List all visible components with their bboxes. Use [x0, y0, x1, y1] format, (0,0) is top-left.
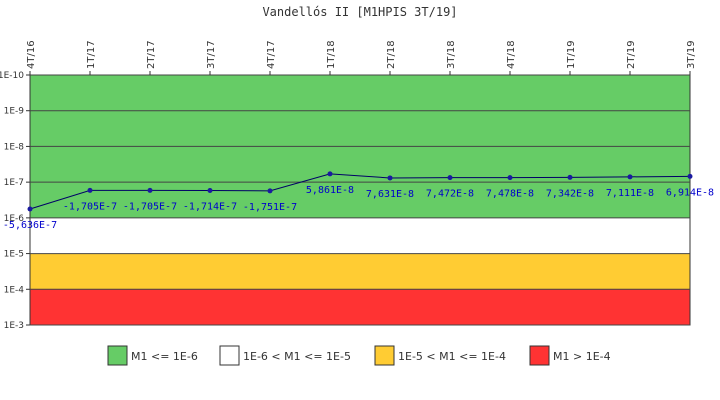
x-tick-label-7: 3T/18 [446, 40, 457, 69]
y-tick-label-3: 1E-7 [4, 178, 24, 188]
data-label-2: -1,705E-7 [123, 201, 177, 212]
data-point-6 [387, 175, 393, 181]
grid-lines [30, 74, 690, 326]
x-tick-label-2: 2T/17 [146, 40, 157, 69]
data-label-4: -1,751E-7 [243, 202, 297, 213]
legend-label-3: M1 > 1E-4 [553, 350, 611, 363]
data-point-9 [567, 174, 573, 180]
data-label-11: 6,914E-8 [666, 187, 714, 198]
x-tick-label-4: 4T/17 [266, 40, 277, 69]
data-point-2 [147, 187, 153, 193]
legend-swatch-1 [219, 345, 240, 366]
y-tick-label-0: 1E-10 [0, 71, 24, 81]
data-label-5: 5,861E-8 [306, 185, 354, 196]
data-label-6: 7,631E-8 [366, 189, 414, 200]
legend-swatch-0 [107, 345, 128, 366]
band-2 [30, 253, 690, 290]
data-label-1: -1,705E-7 [63, 201, 117, 212]
legend-label-0: M1 <= 1E-6 [131, 350, 198, 363]
x-tick-label-8: 4T/18 [506, 40, 517, 69]
chart-title: Vandellós II [M1HPIS 3T/19] [262, 5, 457, 19]
y-tick-label-5: 1E-5 [4, 250, 24, 260]
data-label-7: 7,472E-8 [426, 189, 474, 200]
legend-swatch-2 [374, 345, 395, 366]
y-axis: 1E-10 1E-9 1E-8 1E-7 1E-6 1E-5 1E-4 1E-3 [0, 71, 30, 331]
x-tick-label-5: 1T/18 [326, 40, 337, 69]
x-tick-label-11: 3T/19 [686, 40, 697, 69]
x-tick-label-3: 3T/17 [206, 40, 217, 69]
x-tick-label-10: 2T/19 [626, 40, 637, 69]
data-label-9: 7,342E-8 [546, 188, 594, 199]
data-point-4 [267, 188, 273, 194]
data-point-10 [627, 174, 633, 180]
y-tick-label-7: 1E-3 [4, 321, 24, 331]
x-tick-label-0: 4T/16 [26, 40, 37, 69]
series-line: -5,636E-7 -1,705E-7 -1,705E-7 -1,714E-7 -1,7… [3, 171, 714, 231]
threshold-bands [29, 74, 691, 326]
y-tick-label-6: 1E-4 [4, 285, 25, 295]
band-1 [30, 217, 690, 254]
data-label-3: -1,714E-7 [183, 202, 237, 213]
legend-label-1: 1E-6 < M1 <= 1E-5 [243, 350, 351, 363]
x-tick-label-9: 1T/19 [566, 40, 577, 69]
data-point-1 [87, 187, 93, 193]
legend: M1 <= 1E-6 1E-6 < M1 <= 1E-5 1E-5 < M1 <= … [107, 345, 611, 366]
data-point-11 [687, 173, 693, 179]
data-point-0 [27, 206, 33, 212]
series-line-0 [29, 173, 691, 210]
x-tick-label-1: 1T/17 [86, 40, 97, 69]
legend-swatch-3 [529, 345, 550, 366]
data-point-5 [327, 171, 333, 177]
data-point-8 [507, 175, 513, 181]
y-tick-label-1: 1E-9 [4, 107, 25, 117]
x-axis: 4T/16 1T/17 2T/17 3T/17 4T/17 1T/18 2T/18 3T/18… [26, 40, 697, 75]
legend-label-2: 1E-5 < M1 <= 1E-4 [398, 350, 506, 363]
data-label-8: 7,478E-8 [486, 189, 534, 200]
data-label-0: -5,636E-7 [3, 220, 57, 231]
y-tick-label-2: 1E-8 [4, 142, 25, 152]
data-point-7 [447, 175, 453, 181]
x-tick-label-6: 2T/18 [386, 40, 397, 69]
y-tick-label-4: 1E-6 [4, 214, 25, 224]
data-point-3 [207, 188, 213, 194]
data-label-10: 7,111E-8 [606, 188, 654, 199]
band-3 [30, 289, 690, 325]
